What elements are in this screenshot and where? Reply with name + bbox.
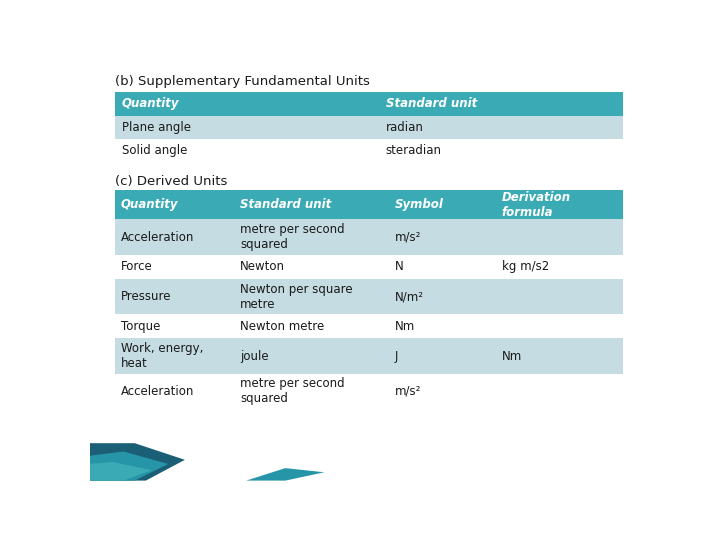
Bar	[496, 255, 623, 279]
Bar	[390, 339, 496, 374]
Bar	[390, 314, 496, 339]
Bar	[235, 314, 390, 339]
Bar	[235, 339, 390, 374]
Bar	[496, 279, 623, 314]
Bar	[115, 339, 235, 374]
Text: joule: joule	[240, 349, 269, 362]
Bar	[235, 255, 390, 279]
Bar	[115, 190, 235, 219]
Text: Work, energy,
heat: Work, energy, heat	[121, 342, 203, 370]
Text: Solid angle: Solid angle	[122, 144, 187, 157]
Bar	[496, 314, 623, 339]
Bar	[115, 116, 379, 139]
Polygon shape	[90, 462, 151, 481]
Text: Standard unit: Standard unit	[240, 198, 331, 211]
Text: Nm: Nm	[395, 320, 415, 333]
Text: Pressure: Pressure	[121, 290, 171, 303]
Bar	[496, 339, 623, 374]
Bar	[390, 374, 496, 409]
Bar	[235, 190, 390, 219]
Text: Quantity: Quantity	[122, 97, 179, 110]
Text: J: J	[395, 349, 398, 362]
Text: metre per second
squared: metre per second squared	[240, 377, 345, 406]
Bar	[115, 314, 235, 339]
Bar	[115, 279, 235, 314]
Text: Acceleration: Acceleration	[121, 385, 194, 398]
Bar	[496, 190, 623, 219]
Text: N: N	[395, 260, 404, 273]
Bar	[390, 279, 496, 314]
Text: metre per second
squared: metre per second squared	[240, 223, 345, 251]
Text: m/s²: m/s²	[395, 231, 421, 244]
Text: Plane angle: Plane angle	[122, 121, 191, 134]
Bar	[235, 279, 390, 314]
Text: Newton per square
metre: Newton per square metre	[240, 282, 353, 310]
Bar	[115, 374, 235, 409]
Text: N/m²: N/m²	[395, 290, 424, 303]
Bar	[235, 219, 390, 255]
Bar	[115, 139, 379, 161]
Bar	[496, 219, 623, 255]
Polygon shape	[246, 468, 324, 481]
Polygon shape	[90, 451, 168, 481]
Bar	[115, 255, 235, 279]
Text: (b) Supplementary Fundamental Units: (b) Supplementary Fundamental Units	[115, 75, 370, 88]
Text: Quantity: Quantity	[121, 198, 178, 211]
Text: Symbol: Symbol	[395, 198, 444, 211]
Text: Derivation
formula: Derivation formula	[502, 191, 571, 219]
Text: steradian: steradian	[386, 144, 442, 157]
Bar	[390, 219, 496, 255]
Text: m/s²: m/s²	[395, 385, 421, 398]
Bar	[379, 92, 623, 116]
Text: Nm: Nm	[502, 349, 522, 362]
Bar	[390, 255, 496, 279]
Text: Force: Force	[121, 260, 153, 273]
Bar	[496, 374, 623, 409]
Text: Torque: Torque	[121, 320, 160, 333]
Bar	[379, 116, 623, 139]
Bar	[115, 92, 379, 116]
Text: (c) Derived Units: (c) Derived Units	[115, 175, 228, 188]
Bar	[115, 219, 235, 255]
Text: radian: radian	[386, 121, 424, 134]
Text: Standard unit: Standard unit	[386, 97, 477, 110]
Text: Acceleration: Acceleration	[121, 231, 194, 244]
Polygon shape	[90, 443, 185, 481]
Bar	[390, 190, 496, 219]
Text: kg m/s2: kg m/s2	[502, 260, 549, 273]
Bar	[235, 374, 390, 409]
Bar	[379, 139, 623, 161]
Text: Newton metre: Newton metre	[240, 320, 324, 333]
Text: Newton: Newton	[240, 260, 285, 273]
